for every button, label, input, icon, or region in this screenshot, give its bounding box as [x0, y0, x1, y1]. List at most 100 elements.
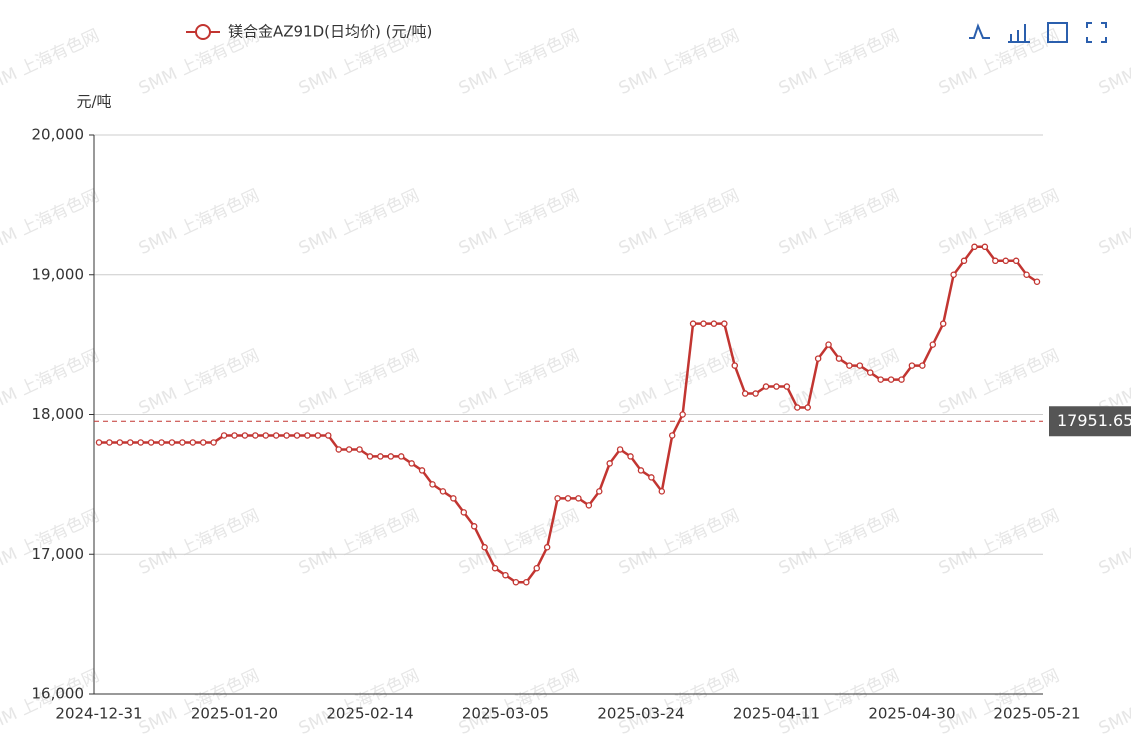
- data-point: [908, 362, 916, 369]
- data-point: [575, 495, 582, 502]
- data-point: [648, 474, 655, 481]
- data-point: [752, 390, 759, 397]
- legend-label[interactable]: 镁合金AZ91D(日均价) (元/吨): [228, 23, 432, 41]
- data-point: [731, 362, 739, 369]
- data-point: [866, 369, 874, 376]
- watermark-text: SMM 上海有色网: [776, 506, 903, 579]
- data-point: [856, 362, 864, 369]
- legend-marker[interactable]: [195, 24, 211, 40]
- watermark-text: SMM 上海有色网: [616, 26, 743, 99]
- data-point: [418, 467, 426, 474]
- data-point: [637, 467, 645, 474]
- data-point: [345, 446, 353, 453]
- data-point: [439, 488, 447, 495]
- data-point: [585, 502, 593, 509]
- watermark-text: SMM 上海有色网: [296, 346, 423, 419]
- watermark-text: SMM 上海有色网: [616, 666, 743, 735]
- data-point: [272, 432, 280, 439]
- data-point: [1023, 271, 1030, 278]
- data-point: [252, 432, 259, 439]
- watermark-text: SMM 上海有色网: [936, 26, 1063, 99]
- data-point: [491, 564, 499, 572]
- watermark-text: SMM 上海有色网: [0, 186, 103, 259]
- watermark-text: SMM 上海有色网: [776, 186, 903, 259]
- data-point: [721, 320, 728, 327]
- y-tick-label: 19,000: [32, 265, 85, 283]
- data-point: [1002, 257, 1009, 265]
- data-point: [689, 320, 697, 327]
- data-point: [960, 257, 968, 265]
- data-point: [387, 453, 395, 460]
- watermark-text: SMM 上海有色网: [776, 26, 903, 99]
- tool-bar[interactable]: [1008, 24, 1030, 43]
- y-tick-label: 16,000: [32, 685, 85, 703]
- data-point: [606, 460, 613, 467]
- data-point: [939, 320, 947, 327]
- data-point: [335, 446, 342, 453]
- y-tick-label: 17,000: [32, 545, 85, 563]
- data-point: [408, 460, 415, 467]
- watermark-text: SMM 上海有色网: [616, 186, 743, 259]
- data-point: [304, 432, 311, 439]
- data-point: [356, 446, 363, 453]
- watermark-text: SMM 上海有色网: [296, 666, 423, 735]
- watermark-text: SMM 上海有色网: [616, 346, 743, 419]
- data-point: [481, 544, 488, 551]
- watermark-text: SMM 上海有色网: [136, 186, 263, 259]
- data-point: [794, 404, 801, 411]
- watermark-text: SMM 上海有色网: [616, 506, 743, 579]
- tool-fullscreen[interactable]: [1086, 22, 1107, 43]
- data-point: [325, 432, 332, 439]
- data-point: [1012, 257, 1020, 265]
- data-point: [835, 355, 843, 362]
- data-point: [314, 432, 322, 439]
- data-point: [981, 243, 989, 251]
- watermark-text: SMM 上海有色网: [1096, 506, 1131, 579]
- data-point: [377, 453, 384, 460]
- data-point: [502, 571, 509, 579]
- data-point: [554, 495, 561, 502]
- data-point: [470, 523, 478, 530]
- data-point: [887, 376, 895, 383]
- data-point: [210, 439, 217, 446]
- data-point: [116, 439, 124, 446]
- tool-image[interactable]: [1047, 22, 1068, 43]
- data-point: [564, 495, 572, 502]
- data-point: [710, 320, 718, 327]
- data-point: [179, 439, 186, 446]
- data-point: [543, 544, 551, 551]
- x-tick-label: 2025-01-20: [191, 705, 278, 723]
- data-point: [1033, 278, 1041, 285]
- data-point: [814, 355, 822, 362]
- watermark-text: SMM 上海有色网: [456, 346, 583, 419]
- data-point: [668, 432, 676, 439]
- watermark-text: SMM 上海有色网: [136, 666, 263, 735]
- data-point: [512, 578, 520, 586]
- data-point: [658, 488, 666, 495]
- watermark-text: SMM 上海有色网: [936, 666, 1063, 735]
- data-point: [450, 495, 457, 502]
- watermark-text: SMM 上海有色网: [136, 346, 263, 419]
- average-label: 17951.65: [1057, 411, 1131, 430]
- data-point: [189, 439, 197, 446]
- data-point: [147, 439, 155, 446]
- data-point: [773, 383, 780, 390]
- x-tick-label: 2025-02-14: [326, 705, 413, 723]
- data-point: [262, 432, 270, 439]
- data-point: [533, 564, 540, 572]
- watermark-text: SMM 上海有色网: [456, 186, 583, 259]
- data-point: [992, 257, 999, 265]
- average-label-box: [1049, 406, 1131, 437]
- watermark-text: SMM 上海有色网: [1096, 186, 1131, 259]
- watermark-text: SMM 上海有色网: [136, 506, 263, 579]
- data-point: [231, 432, 238, 439]
- data-point: [429, 481, 436, 488]
- data-point: [137, 439, 144, 446]
- data-point: [762, 383, 770, 390]
- x-tick-label: 2025-04-30: [868, 705, 955, 723]
- tool-line[interactable]: [969, 23, 990, 39]
- data-point: [293, 432, 301, 439]
- watermark-text: SMM 上海有色网: [456, 26, 583, 99]
- x-tick-label: 2025-04-11: [733, 705, 820, 723]
- data-point: [919, 362, 926, 369]
